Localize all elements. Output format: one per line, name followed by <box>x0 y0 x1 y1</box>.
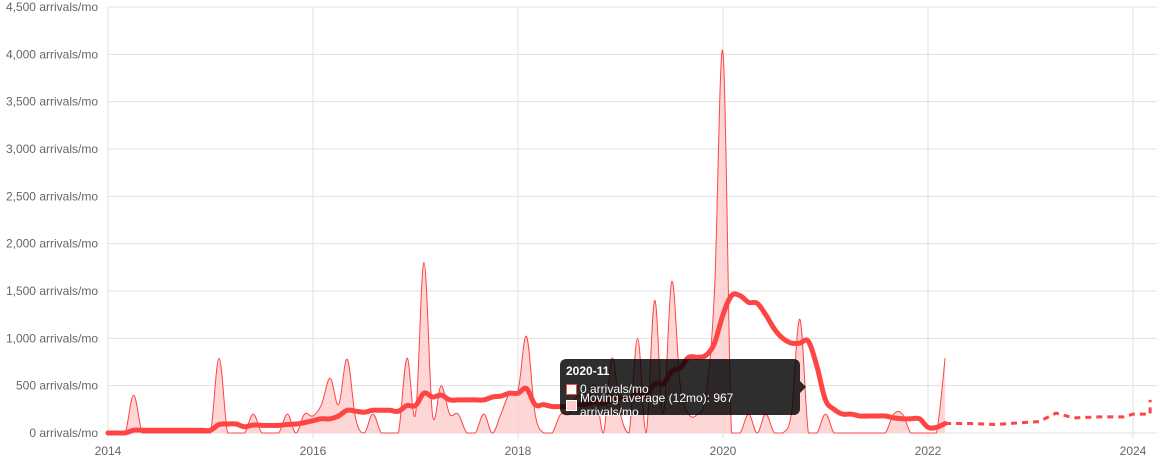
x-tick-label: 2016 <box>300 444 327 458</box>
x-tick-label: 2020 <box>710 444 737 458</box>
x-tick-label: 2018 <box>505 444 532 458</box>
x-tick-label: 2014 <box>95 444 122 458</box>
y-tick-label: 4,500 arrivals/mo <box>6 0 98 14</box>
y-tick-label: 0 arrivals/mo <box>29 426 98 440</box>
y-tick-label: 3,500 arrivals/mo <box>6 95 98 109</box>
y-tick-label: 2,500 arrivals/mo <box>6 189 98 203</box>
x-tick-labels: 2014 2016 2018 2020 2022 2024 <box>95 444 1147 458</box>
x-tick-label: 2022 <box>915 444 942 458</box>
tooltip-text-arrivals: 0 arrivals/mo <box>580 382 649 396</box>
tooltip-text-moving-average: Moving average (12mo): 967 arrivals/mo <box>579 391 734 419</box>
tooltip-row-moving-average: Moving average (12mo): 967 arrivals/mo <box>566 391 794 419</box>
tooltip-row-arrivals: 0 arrivals/mo <box>566 381 794 397</box>
tooltip-title: 2020-11 <box>566 364 610 378</box>
series-projection-line <box>945 399 1152 427</box>
y-tick-label: 500 arrivals/mo <box>16 379 98 393</box>
tooltip: 2020-11 0 arrivals/mo Moving average (12… <box>560 359 806 419</box>
y-tick-label: 2,000 arrivals/mo <box>6 237 98 251</box>
x-tick-label: 2024 <box>1120 444 1147 458</box>
y-tick-label: 1,000 arrivals/mo <box>6 331 98 345</box>
y-tick-label: 3,000 arrivals/mo <box>6 142 98 156</box>
series-arrivals-mo-area <box>108 50 946 433</box>
y-gridlines <box>108 6 1157 434</box>
tooltip-swatch-moving-average <box>566 399 577 411</box>
y-tick-labels: 0 arrivals/mo 500 arrivals/mo 1,000 arriva… <box>6 0 98 440</box>
series-group <box>105 49 1152 436</box>
y-tick-label: 4,000 arrivals/mo <box>6 47 98 61</box>
tooltip-swatch-arrivals <box>566 383 577 395</box>
y-tick-label: 1,500 arrivals/mo <box>6 284 98 298</box>
series-arrivals-mo-line <box>107 49 946 434</box>
series-moving-average-12mo--line <box>105 291 948 436</box>
